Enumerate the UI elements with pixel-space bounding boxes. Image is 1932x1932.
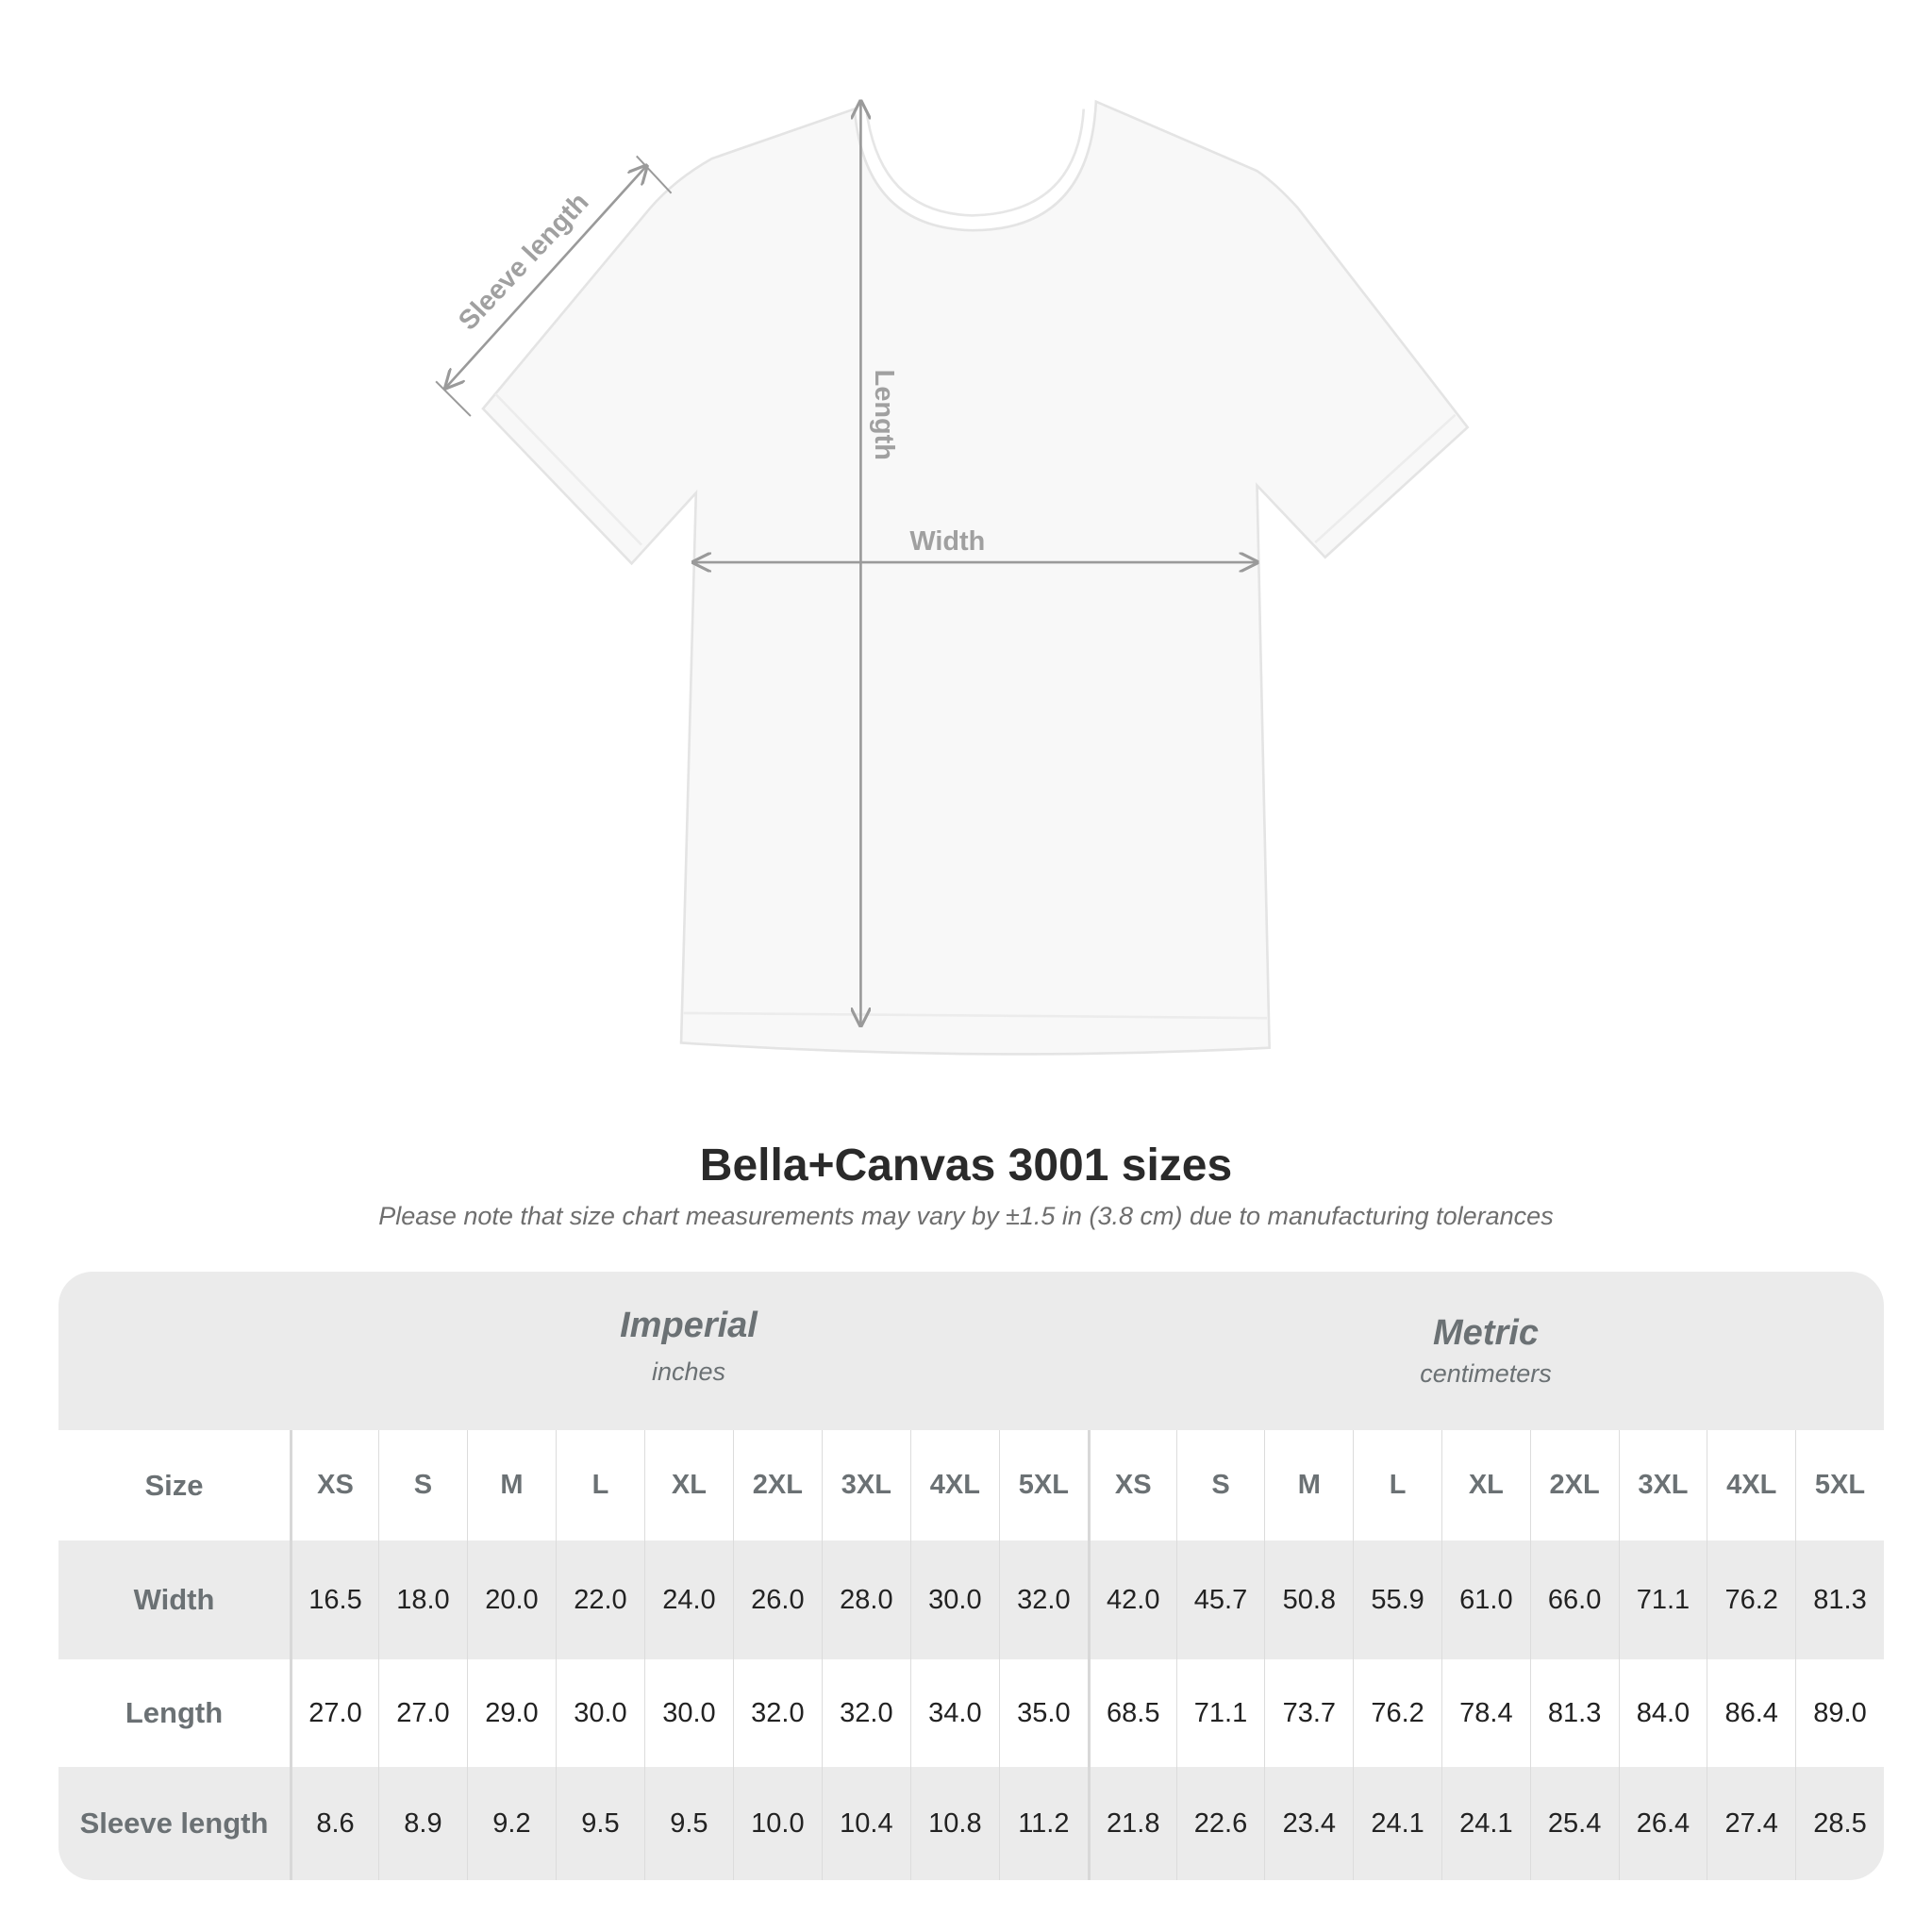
table-row: Width 16.5 18.0 20.0 22.0 24.0 26.0 28.0 30.0 32.…: [58, 1541, 1884, 1659]
table-cell: 27.0: [377, 1659, 467, 1767]
table-cell: 45.7: [1175, 1541, 1265, 1659]
table-cell: 89.0: [1795, 1659, 1884, 1767]
table-cell: 28.5: [1795, 1767, 1884, 1880]
table-cell: 8.9: [377, 1767, 467, 1880]
size-header: M: [466, 1430, 556, 1541]
table-cell: 84.0: [1618, 1659, 1707, 1767]
row-label: Width: [133, 1583, 215, 1616]
metric-unit: centimeters: [1420, 1359, 1552, 1388]
table-cell: 21.8: [1087, 1767, 1176, 1880]
table-cell: 42.0: [1087, 1541, 1176, 1659]
table-cell: 16.5: [289, 1541, 378, 1659]
table-cell: 81.3: [1795, 1541, 1884, 1659]
length-label: Length: [869, 370, 899, 460]
table-cell: 30.0: [909, 1541, 999, 1659]
width-label: Width: [909, 526, 985, 557]
table-cell: 24.1: [1353, 1767, 1441, 1880]
table-cell: 32.0: [998, 1541, 1088, 1659]
size-header: 4XL: [909, 1430, 999, 1541]
table-cell: 22.6: [1175, 1767, 1265, 1880]
imperial-title: Imperial: [620, 1306, 758, 1345]
table-cell: 30.0: [643, 1659, 733, 1767]
table-cell: 30.0: [555, 1659, 644, 1767]
tolerance-note: Please note that size chart measurements…: [378, 1202, 1554, 1230]
size-header: XL: [1441, 1430, 1530, 1541]
size-header: L: [555, 1430, 644, 1541]
size-header: 2XL: [732, 1430, 822, 1541]
row-label: Size: [144, 1468, 204, 1502]
table-cell: 10.0: [732, 1767, 822, 1880]
table-cell: 86.4: [1707, 1659, 1795, 1767]
table-cell: 10.4: [821, 1767, 910, 1880]
size-header: XS: [1087, 1430, 1176, 1541]
size-chart-table: Imperial inches Metric centimeters Size X…: [58, 1272, 1884, 1880]
metric-title: Metric: [1433, 1313, 1539, 1353]
row-label: Length: [125, 1696, 224, 1729]
table-cell: 24.1: [1441, 1767, 1530, 1880]
table-cell: 8.6: [289, 1767, 378, 1880]
size-header: XS: [289, 1430, 378, 1541]
table-cell: 9.5: [643, 1767, 733, 1880]
size-header: S: [377, 1430, 467, 1541]
table-cell: 25.4: [1529, 1767, 1619, 1880]
table-cell: 27.4: [1707, 1767, 1795, 1880]
size-header: 3XL: [821, 1430, 910, 1541]
table-cell: 10.8: [909, 1767, 999, 1880]
size-header: 5XL: [998, 1430, 1088, 1541]
table-cell: 35.0: [998, 1659, 1088, 1767]
size-header: 4XL: [1707, 1430, 1795, 1541]
table-cell: 71.1: [1618, 1541, 1707, 1659]
table-cell: 9.5: [555, 1767, 644, 1880]
table-row: Length 27.0 27.0 29.0 30.0 30.0 32.0 32.0 34.0 35…: [58, 1659, 1884, 1767]
page-title: Bella+Canvas 3001 sizes: [699, 1141, 1233, 1191]
table-cell: 9.2: [466, 1767, 556, 1880]
imperial-header: Imperial inches: [290, 1272, 1088, 1430]
table-cell: 78.4: [1441, 1659, 1530, 1767]
size-header: L: [1353, 1430, 1441, 1541]
table-cell: 11.2: [998, 1767, 1088, 1880]
size-header: 3XL: [1618, 1430, 1707, 1541]
table-cell: 23.4: [1264, 1767, 1353, 1880]
size-header: 2XL: [1529, 1430, 1619, 1541]
table-cell: 24.0: [643, 1541, 733, 1659]
table-cell: 76.2: [1353, 1659, 1441, 1767]
table-cell: 22.0: [555, 1541, 644, 1659]
row-label: Sleeve length: [79, 1807, 269, 1840]
table-cell: 29.0: [466, 1659, 556, 1767]
table-cell: 66.0: [1529, 1541, 1619, 1659]
table-cell: 20.0: [466, 1541, 556, 1659]
table-cell: 71.1: [1175, 1659, 1265, 1767]
size-header-row: Size XS S M L XL 2XL 3XL 4XL 5XL XS S M L XL 2XL 3XL 4XL 5…: [58, 1430, 1884, 1541]
size-header: S: [1175, 1430, 1265, 1541]
table-cell: 81.3: [1529, 1659, 1619, 1767]
table-cell: 73.7: [1264, 1659, 1353, 1767]
table-cell: 18.0: [377, 1541, 467, 1659]
size-header: XL: [643, 1430, 733, 1541]
metric-header: Metric centimeters: [1088, 1272, 1884, 1430]
table-cell: 50.8: [1264, 1541, 1353, 1659]
tshirt-image: [481, 99, 1470, 1056]
table-cell: 28.0: [821, 1541, 910, 1659]
table-cell: 26.4: [1618, 1767, 1707, 1880]
table-cell: 27.0: [289, 1659, 378, 1767]
table-cell: 32.0: [732, 1659, 822, 1767]
table-cell: 34.0: [909, 1659, 999, 1767]
table-cell: 32.0: [821, 1659, 910, 1767]
size-header: 5XL: [1795, 1430, 1884, 1541]
table-cell: 61.0: [1441, 1541, 1530, 1659]
table-cell: 26.0: [732, 1541, 822, 1659]
sleeve-length-arrow: [446, 166, 647, 388]
imperial-unit: inches: [651, 1357, 726, 1386]
table-cell: 68.5: [1087, 1659, 1176, 1767]
table-row: Sleeve length 8.6 8.9 9.2 9.5 9.5 10.0 10.4 10.8…: [58, 1767, 1884, 1880]
table-cell: 55.9: [1353, 1541, 1441, 1659]
size-header: M: [1264, 1430, 1353, 1541]
table-cell: 76.2: [1707, 1541, 1795, 1659]
